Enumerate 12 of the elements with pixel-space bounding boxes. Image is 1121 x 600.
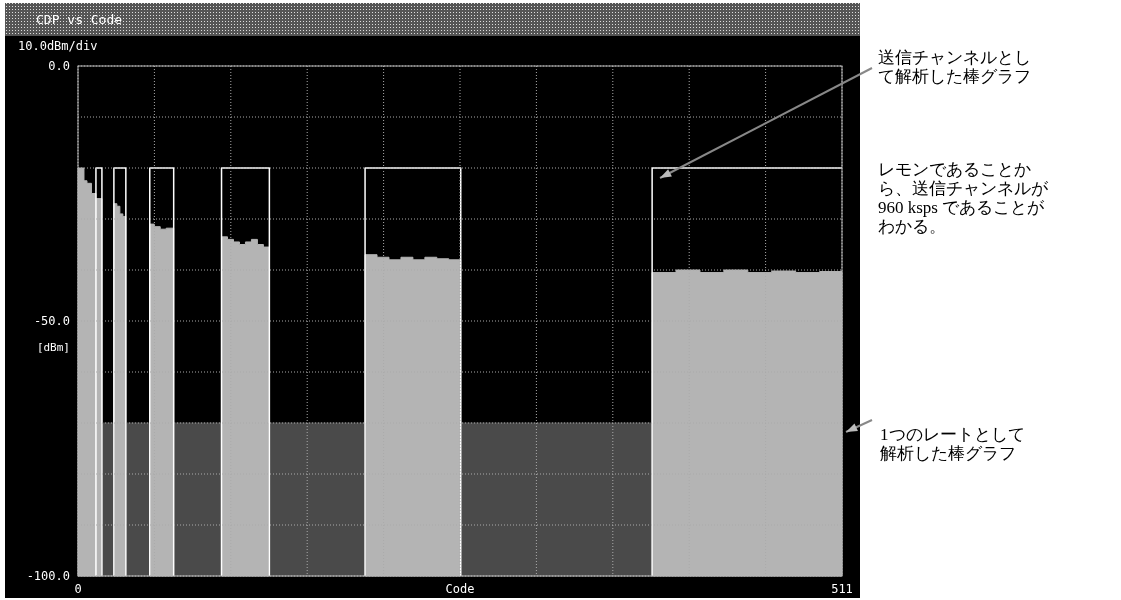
text: レモンであることから、送信チャンネルが960 ksps であることがわかる。 [878,160,1049,236]
title: CDP vs Code [36,12,123,27]
y-tick-label: -100.0 [26,569,70,583]
y-tick-label: 0.0 [48,59,70,73]
x-tick-label: 0 [74,582,82,596]
text: 送信チャンネルとして解析した棒グラフ [878,48,1032,86]
annotation: 10.0dBm/div [18,39,98,53]
y-tick-label: -50.0 [33,314,70,328]
x-tick-label: 511 [831,582,853,596]
text: 1つのレートとして解析した棒グラフ [880,425,1026,463]
y-axis-title: [dBm] [36,340,70,354]
x-axis-title: Code [445,582,475,596]
